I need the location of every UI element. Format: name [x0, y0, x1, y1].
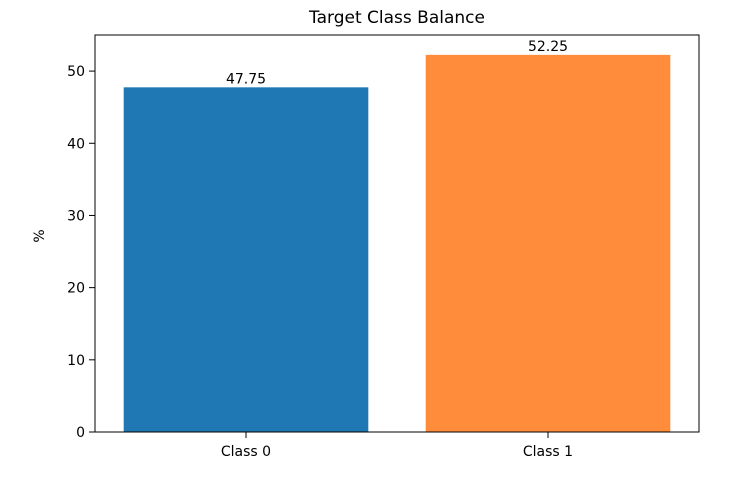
bar-value-label: 52.25 [528, 39, 568, 55]
y-tick-label: 0 [76, 425, 85, 441]
bars-group [123, 54, 671, 432]
x-tick-label: Class 1 [523, 444, 573, 460]
y-tick-label: 50 [67, 64, 85, 80]
x-tick-label: Class 0 [221, 444, 271, 460]
chart-title: Target Class Balance [308, 8, 485, 28]
y-axis-label: % [32, 229, 48, 242]
bar-class-0 [123, 87, 369, 432]
bar-class-1 [425, 54, 671, 432]
x-axis-ticks: Class 0 Class 1 [221, 432, 573, 460]
y-axis-ticks: 0 10 20 30 40 50 [67, 64, 95, 441]
y-tick-label: 40 [67, 136, 85, 152]
y-tick-label: 30 [67, 208, 85, 224]
bar-value-label: 47.75 [226, 71, 266, 87]
y-tick-label: 10 [67, 353, 85, 369]
data-labels-group: 47.75 52.25 [226, 39, 568, 87]
plot-frame [94, 34, 700, 433]
y-tick-label: 20 [67, 281, 85, 297]
